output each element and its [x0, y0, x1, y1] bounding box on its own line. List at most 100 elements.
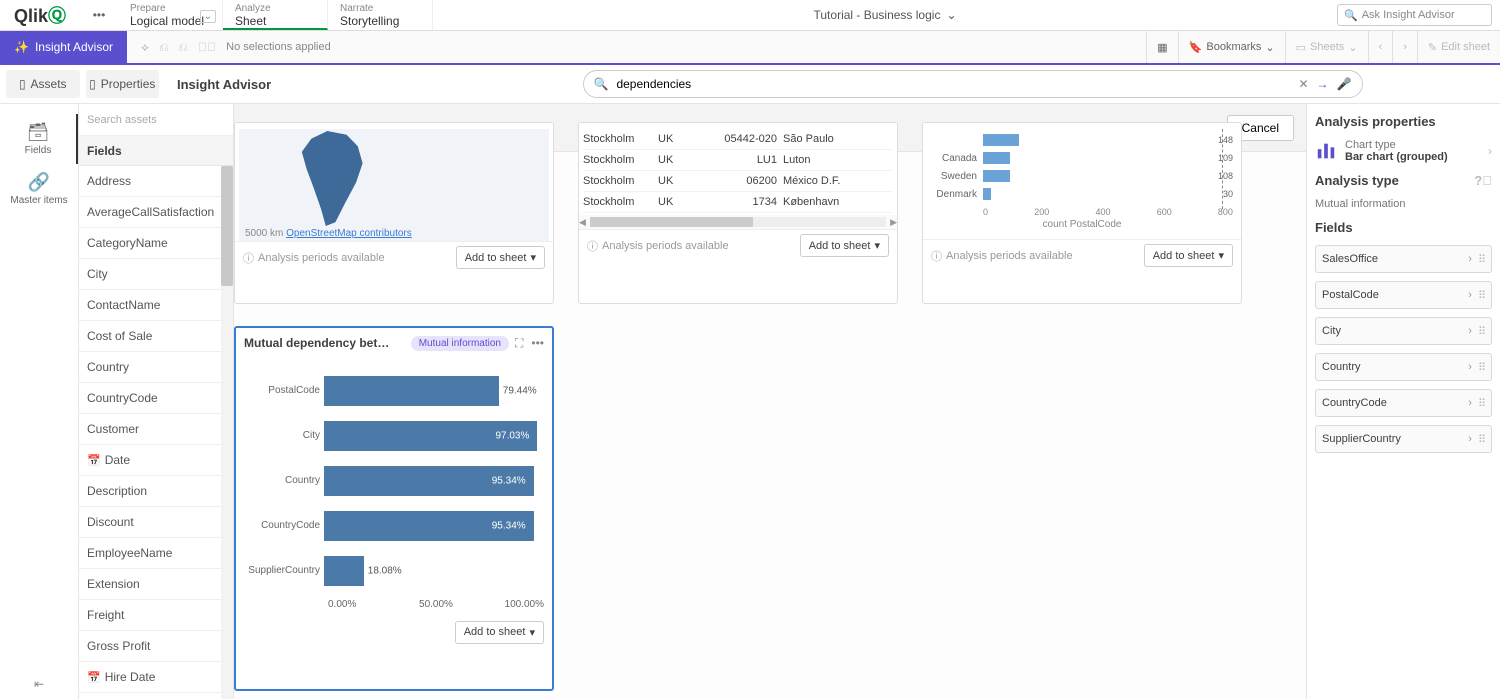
edit-sheet-button[interactable]: ✎ Edit sheet [1417, 31, 1500, 63]
prev-sheet-button[interactable]: ‹ [1368, 31, 1393, 63]
drag-handle-icon[interactable]: ⠿ [1478, 253, 1485, 266]
nav-fields[interactable]: 🗃 Fields [0, 114, 78, 164]
bar-row[interactable]: Sweden108 [931, 167, 1233, 185]
bar-label: PostalCode [244, 385, 324, 396]
bar-row[interactable]: Denmark30 [931, 185, 1233, 203]
sheets-label: Sheets [1310, 41, 1344, 53]
table-row[interactable]: StockholmUK1734København [583, 192, 893, 213]
smart-search-icon[interactable]: ⟡ [141, 40, 149, 55]
field-item[interactable]: Description [79, 476, 233, 507]
drag-handle-icon[interactable]: ⠿ [1478, 325, 1485, 338]
drag-handle-icon[interactable]: ⠿ [1478, 289, 1485, 302]
insight-advisor-button[interactable]: ✨ Insight Advisor [0, 31, 127, 63]
bar-row[interactable]: Country95.34% [244, 458, 544, 503]
property-field[interactable]: Country›⠿ [1315, 353, 1492, 381]
scroll-thumb[interactable] [590, 217, 753, 227]
step-back-icon[interactable]: ⎌ [159, 40, 169, 55]
field-item[interactable]: Customer [79, 414, 233, 445]
property-field[interactable]: City›⠿ [1315, 317, 1492, 345]
periods-info[interactable]: ⓘAnalysis periods available [931, 248, 1073, 264]
field-item[interactable]: 📅Date [79, 445, 233, 476]
nav-master-items[interactable]: 🔗 Master items [0, 164, 78, 214]
field-item[interactable]: CountryCode [79, 383, 233, 414]
property-field[interactable]: PostalCode›⠿ [1315, 281, 1492, 309]
property-field[interactable]: SalesOffice›⠿ [1315, 245, 1492, 273]
bookmarks-button[interactable]: 🔖 Bookmarks ⌄ [1178, 31, 1285, 63]
chevron-down-icon[interactable]: ⌄ [200, 10, 216, 23]
step-forward-icon[interactable]: ⎌ [179, 40, 189, 55]
tab-prepare[interactable]: Prepare Logical model ⌄ [118, 0, 223, 30]
clear-selections-icon[interactable]: ✕⃝ [198, 40, 216, 54]
field-item[interactable]: Extension [79, 569, 233, 600]
scroll-right-icon[interactable]: ▶ [890, 217, 897, 228]
field-item[interactable]: Address [79, 166, 233, 197]
help-icon[interactable]: ?⃝ [1474, 173, 1492, 188]
search-input[interactable] [616, 77, 1290, 91]
table-cell: UK [658, 154, 708, 166]
field-item[interactable]: EmployeeName [79, 538, 233, 569]
field-item[interactable]: City [79, 259, 233, 290]
drag-handle-icon[interactable]: ⠿ [1478, 361, 1485, 374]
mutual-chart[interactable]: PostalCode79.44%City97.03%Country95.34%C… [236, 358, 552, 616]
add-to-sheet-button[interactable]: Add to sheet▾ [800, 234, 889, 257]
scrollbar-thumb[interactable] [221, 166, 233, 286]
app-menu-icon[interactable]: ••• [80, 0, 118, 30]
add-to-sheet-button[interactable]: Add to sheet▾ [455, 621, 544, 644]
more-icon[interactable]: ••• [531, 336, 544, 351]
smallbar-chart[interactable]: 148Canada109Sweden108Denmark300200400600… [923, 129, 1241, 239]
add-to-sheet-button[interactable]: Add to sheet▾ [456, 246, 545, 269]
expand-icon[interactable]: ⛶ [515, 336, 523, 351]
drag-handle-icon[interactable]: ⠿ [1478, 397, 1485, 410]
fields-search-input[interactable]: Search assets [79, 104, 233, 136]
property-field[interactable]: CountryCode›⠿ [1315, 389, 1492, 417]
field-item[interactable]: Country [79, 352, 233, 383]
field-item[interactable]: AverageCallSatisfaction [79, 197, 233, 228]
periods-info[interactable]: ⓘAnalysis periods available [587, 238, 729, 254]
field-item[interactable]: Gross Profit [79, 631, 233, 662]
map-attr-link[interactable]: OpenStreetMap contributors [286, 228, 412, 239]
bar-chart-icon [1315, 140, 1337, 162]
periods-info[interactable]: ⓘAnalysis periods available [243, 250, 385, 266]
table-h-scrollbar[interactable]: ◀ ▶ [579, 215, 897, 229]
property-field[interactable]: SupplierCountry›⠿ [1315, 425, 1492, 453]
tab-narrate[interactable]: Narrate Storytelling [328, 0, 433, 30]
field-item[interactable]: CategoryName [79, 228, 233, 259]
microphone-icon[interactable]: 🎤 [1337, 77, 1352, 91]
clear-icon[interactable]: ✕ [1298, 77, 1308, 91]
drag-handle-icon[interactable]: ⠿ [1478, 433, 1485, 446]
card-footer: ⓘAnalysis periods available Add to sheet… [235, 241, 553, 273]
field-item[interactable]: Freight [79, 600, 233, 631]
scroll-left-icon[interactable]: ◀ [579, 217, 586, 228]
table-row[interactable]: StockholmUK05442-020São Paulo [583, 129, 893, 150]
bar-row[interactable]: City97.03% [244, 413, 544, 458]
search-wrap: 🔍 ✕ → 🎤 [445, 70, 1500, 98]
field-item[interactable]: 📅Hire Date [79, 662, 233, 693]
field-item[interactable]: Cost of Sale [79, 321, 233, 352]
table-row[interactable]: StockholmUKLU1Luton [583, 150, 893, 171]
bar-value: 95.34% [492, 475, 526, 486]
ask-insight-input[interactable]: 🔍 Ask Insight Advisor [1337, 4, 1492, 26]
bar-row[interactable]: Canada109 [931, 149, 1233, 167]
table-row[interactable]: StockholmUK06200México D.F. [583, 171, 893, 192]
field-item[interactable]: Discount [79, 507, 233, 538]
field-item[interactable]: ContactName [79, 290, 233, 321]
add-to-sheet-button[interactable]: Add to sheet▾ [1144, 244, 1233, 267]
table-body[interactable]: StockholmUK05442-020São PauloStockholmUK… [579, 129, 897, 213]
app-title[interactable]: Tutorial - Business logic ⌄ [433, 0, 1337, 30]
tab-analyze[interactable]: Analyze Sheet [223, 0, 328, 30]
chevron-down-icon: ▾ [874, 239, 880, 252]
map-chart[interactable]: 5000 km OpenStreetMap contributors [239, 129, 549, 241]
submit-arrow-icon[interactable]: → [1317, 77, 1329, 91]
field-name: CountryCode [1322, 397, 1468, 409]
selections-tool-icon[interactable]: ▦ [1146, 31, 1177, 63]
bar-row[interactable]: PostalCode79.44% [244, 368, 544, 413]
assets-button[interactable]: ▯ Assets [6, 70, 80, 98]
info-icon: ⓘ [931, 248, 942, 264]
bar-row[interactable]: SupplierCountry18.08% [244, 548, 544, 593]
bar-row[interactable]: CountryCode95.34% [244, 503, 544, 548]
next-sheet-button[interactable]: › [1392, 31, 1417, 63]
chart-type-row[interactable]: Chart type Bar chart (grouped) › [1315, 139, 1492, 163]
sheets-button[interactable]: ▭ Sheets ⌄ [1285, 31, 1368, 63]
collapse-icon[interactable]: ⇤ [0, 677, 78, 691]
properties-button[interactable]: ▯ Properties [86, 70, 160, 98]
